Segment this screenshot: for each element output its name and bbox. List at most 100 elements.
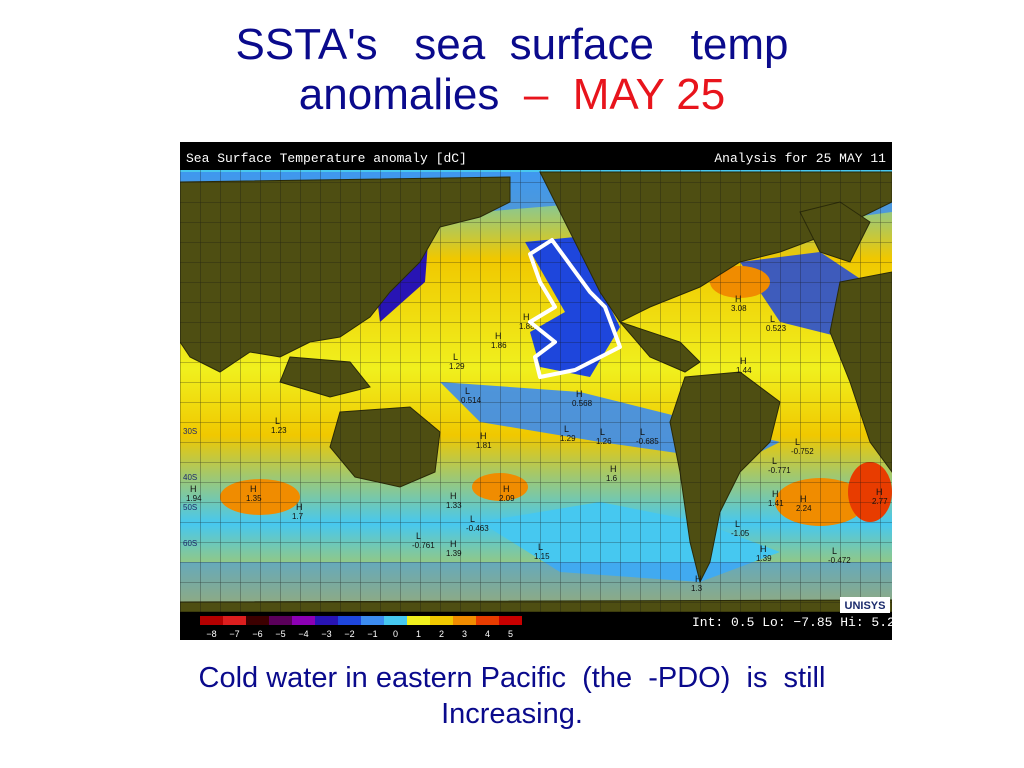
anomaly-marker-type: L <box>772 456 777 466</box>
ssta-map-graphic: Sea Surface Temperature anomaly [dC] Ana… <box>180 142 892 640</box>
anomaly-marker-value: 1.81 <box>476 441 492 450</box>
map-header-left: Sea Surface Temperature anomaly [dC] <box>186 151 467 166</box>
latitude-label: 50S <box>183 503 197 512</box>
title-line-1: SSTA's sea surface temp <box>235 20 789 69</box>
anomaly-marker-type: L <box>795 437 800 447</box>
anomaly-marker-type: L <box>275 416 280 426</box>
anomaly-marker-value: 1.29 <box>449 362 465 371</box>
anomaly-marker-value: 1.41 <box>768 499 784 508</box>
slide-title: SSTA's sea surface temp anomalies – MAY … <box>0 20 1024 120</box>
anomaly-marker-type: L <box>832 546 837 556</box>
anomaly-marker-value: 1.44 <box>736 366 752 375</box>
colorbar: −8 −7 −6 −5 −4 −3 −2 −1 0 1 2 3 4 5 <box>200 616 522 639</box>
anomaly-marker-type: H <box>760 544 767 554</box>
colorbar-tick-label: 4 <box>485 629 490 639</box>
colorbar-swatch <box>338 616 361 625</box>
anomaly-marker-value: -0.463 <box>466 524 489 533</box>
anomaly-marker-value: 1.29 <box>560 434 576 443</box>
colorbar-swatch <box>223 616 246 625</box>
anomaly-marker-value: 1.39 <box>446 549 462 558</box>
colorbar-swatch <box>200 616 223 625</box>
anomaly-marker-value: 1.39 <box>756 554 772 563</box>
anomaly-marker-type: L <box>416 531 421 541</box>
anomaly-marker-value: -0.752 <box>791 447 814 456</box>
latitude-labels: 30S 40S 50S 60S <box>183 427 197 548</box>
anomaly-marker-type: H <box>772 489 779 499</box>
colorbar-tick-label: 1 <box>416 629 421 639</box>
anomaly-marker-type: L <box>735 519 740 529</box>
anomaly-marker-value: 1.3 <box>691 584 703 593</box>
anomaly-marker-value: -0.472 <box>828 556 851 565</box>
colorbar-swatch <box>430 616 453 625</box>
colorbar-swatch <box>246 616 269 625</box>
colorbar-tick-label: −2 <box>344 629 354 639</box>
anomaly-marker-type: H <box>250 484 257 494</box>
anomaly-marker-value: 1.94 <box>186 494 202 503</box>
anomaly-marker-type: H <box>296 502 303 512</box>
lat-lon-grid <box>180 170 892 612</box>
colorbar-tick-label: −7 <box>229 629 239 639</box>
colorbar-tick-label: 3 <box>462 629 467 639</box>
anomaly-marker-type: H <box>735 294 742 304</box>
anomaly-marker-value: 1.23 <box>271 426 287 435</box>
anomaly-marker-type: H <box>800 494 807 504</box>
colorbar-swatch <box>269 616 292 625</box>
anomaly-marker-value: 1.26 <box>596 437 612 446</box>
anomaly-marker-type: L <box>770 314 775 324</box>
anomaly-marker-value: -0.761 <box>412 541 435 550</box>
anomaly-marker-value: 1.88 <box>519 322 535 331</box>
map-footer-info: Int: 0.5 Lo: −7.85 Hi: 5.23 <box>692 615 892 630</box>
map-header-right: Analysis for 25 MAY 11 <box>714 151 886 166</box>
anomaly-marker-value: 2.24 <box>796 504 812 513</box>
anomaly-marker-value: 0.523 <box>766 324 787 333</box>
anomaly-marker-type: H <box>495 331 502 341</box>
slide-caption: Cold water in eastern Pacific (the -PDO)… <box>60 660 964 732</box>
anomaly-marker-type: H <box>695 574 702 584</box>
anomaly-marker-type: H <box>450 539 457 549</box>
title-line-2: anomalies – MAY 25 <box>0 70 1024 120</box>
colorbar-tick-label: 0 <box>393 629 398 639</box>
latitude-label: 30S <box>183 427 197 436</box>
anomaly-marker-type: L <box>564 424 569 434</box>
anomaly-marker-value: -1.05 <box>731 529 750 538</box>
anomaly-marker-value: 3.08 <box>731 304 747 313</box>
colorbar-swatch <box>315 616 338 625</box>
anomaly-marker-value: 2.09 <box>499 494 515 503</box>
anomaly-marker-type: H <box>876 487 883 497</box>
anomaly-marker-type: H <box>740 356 747 366</box>
anomaly-marker-value: 0.568 <box>572 399 593 408</box>
anomaly-marker-type: H <box>190 484 197 494</box>
anomaly-marker-value: 1.15 <box>534 552 550 561</box>
anomaly-marker-value: 0.514 <box>461 396 482 405</box>
anomaly-point-labels: H3.08L0.523H1.44H1.88H1.86L1.29L0.514H0.… <box>186 294 888 593</box>
latitude-label: 40S <box>183 473 197 482</box>
ssta-map: Sea Surface Temperature anomaly [dC] Ana… <box>180 142 892 640</box>
colorbar-swatch <box>361 616 384 625</box>
anomaly-marker-value: 1.33 <box>446 501 462 510</box>
anomaly-marker-type: L <box>453 352 458 362</box>
colorbar-tick-label: −5 <box>275 629 285 639</box>
colorbar-swatch <box>453 616 476 625</box>
anomaly-marker-value: -0.771 <box>768 466 791 475</box>
colorbar-tick-label: −3 <box>321 629 331 639</box>
anomaly-marker-type: H <box>450 491 457 501</box>
anomaly-marker-type: H <box>480 431 487 441</box>
colorbar-swatch <box>384 616 407 625</box>
anomaly-marker-type: L <box>600 427 605 437</box>
colorbar-tick-label: 2 <box>439 629 444 639</box>
title-line-2-main: anomalies <box>298 70 524 119</box>
anomaly-marker-type: L <box>640 427 645 437</box>
anomaly-marker-type: H <box>503 484 510 494</box>
unisys-logo <box>840 597 890 613</box>
colorbar-swatch <box>476 616 499 625</box>
title-date: – MAY 25 <box>523 70 726 119</box>
anomaly-marker-type: L <box>538 542 543 552</box>
colorbar-tick-label: −4 <box>298 629 308 639</box>
anomaly-marker-value: 2.77 <box>872 497 888 506</box>
caption-line-1: Cold water in eastern Pacific (the -PDO)… <box>198 662 826 694</box>
colorbar-swatch <box>407 616 430 625</box>
anomaly-marker-type: L <box>465 386 470 396</box>
anomaly-marker-value: 1.35 <box>246 494 262 503</box>
caption-line-2: Increasing. <box>441 698 583 730</box>
anomaly-marker-type: H <box>610 464 617 474</box>
